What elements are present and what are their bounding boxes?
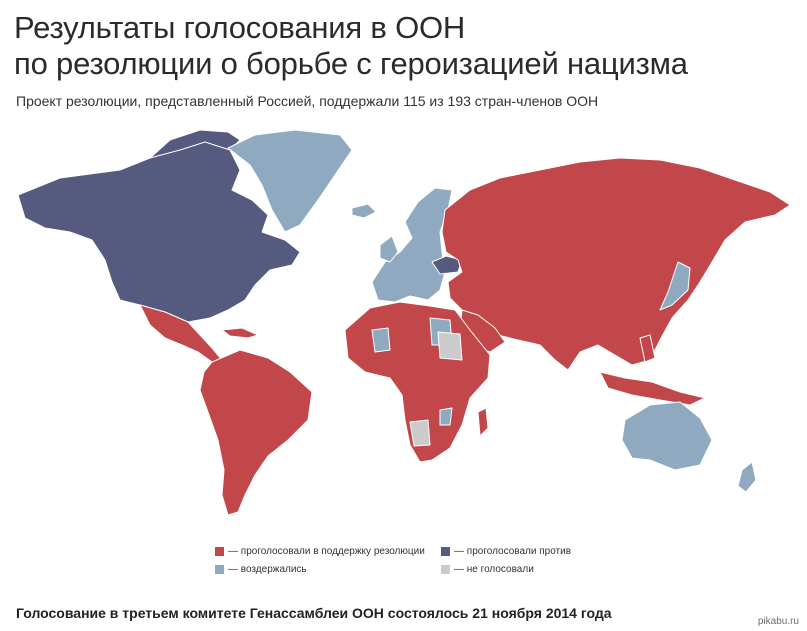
region-uk [379, 235, 399, 263]
region-africa-novote-2 [409, 419, 431, 447]
footer-note: Голосование в третьем комитете Генассамб… [16, 605, 612, 621]
world-map [17, 129, 791, 516]
region-europe [371, 187, 453, 303]
region-africa-abstain-1 [371, 327, 391, 353]
region-greenland [227, 129, 353, 233]
region-arctic-islands [149, 129, 241, 159]
legend-label-against: — проголосовали против [454, 546, 572, 557]
region-indonesia [599, 371, 706, 406]
title-line-1: Результаты голосования в ООН [14, 10, 466, 45]
region-eurasia [441, 157, 791, 371]
region-iceland [351, 203, 377, 219]
map-legend: — проголосовали в поддержку резолюции — … [215, 546, 575, 586]
legend-item-against: — проголосовали против [441, 546, 571, 557]
legend-label-support: — проголосовали в поддержку резолюции [228, 546, 425, 557]
region-japan [659, 261, 691, 311]
title-line-2: по резолюции о борьбе с героизацией наци… [14, 46, 688, 81]
legend-item-abstain: — воздержались [215, 564, 307, 575]
swatch-against [441, 547, 450, 556]
region-australia [621, 401, 713, 471]
legend-label-abstain: — воздержались [228, 564, 307, 575]
watermark: pikabu.ru [757, 616, 799, 627]
region-caribbean [221, 327, 259, 339]
swatch-abstain [215, 565, 224, 574]
map-title: Результаты голосования в ООН по резолюци… [14, 10, 688, 82]
region-africa-abstain-3 [439, 407, 453, 426]
legend-label-no-vote: — не голосовали [454, 564, 534, 575]
swatch-no-vote [441, 565, 450, 574]
region-new-zealand [737, 461, 757, 493]
legend-item-support: — проголосовали в поддержку резолюции [215, 546, 425, 557]
subtitle: Проект резолюции, представленный Россией… [16, 93, 599, 109]
swatch-support [215, 547, 224, 556]
region-madagascar [477, 407, 489, 437]
region-philippines [639, 334, 656, 363]
region-africa-novote-1 [437, 331, 463, 361]
legend-item-no-vote: — не голосовали [441, 564, 534, 575]
region-south-america [199, 349, 313, 516]
